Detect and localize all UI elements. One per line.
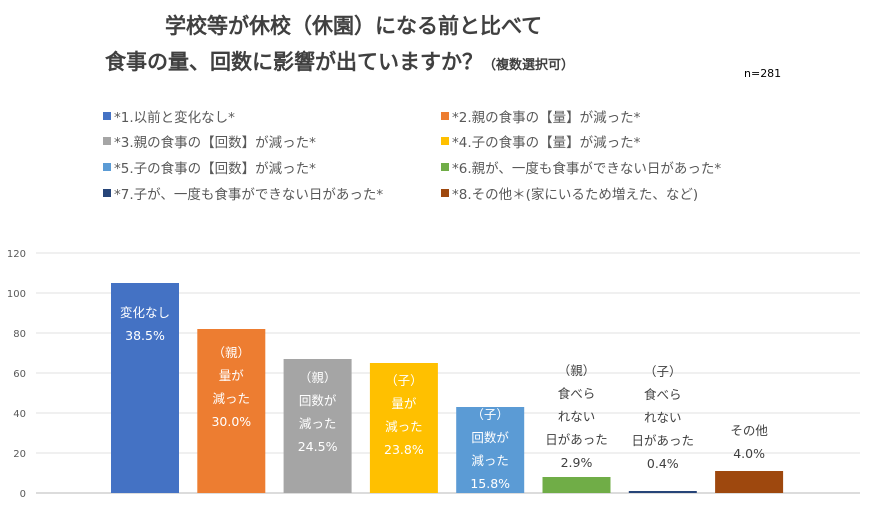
legend-label: *7.子が、一度も食事ができない日があった* — [114, 187, 384, 203]
title-note: （複数選択可） — [483, 58, 575, 73]
bar — [197, 329, 266, 493]
data-label-line: 30.0% — [211, 414, 252, 429]
legend-label: *2.親の食事の【量】が減った* — [452, 110, 641, 126]
legend-item: *4.子の食事の【量】が減った* — [441, 131, 640, 151]
data-label-line: 回数が — [471, 430, 509, 445]
legend-label: *5.子の食事の【回数】が減った* — [114, 161, 316, 177]
data-label: （子） 食べられない日があった 0.4% — [618, 360, 708, 475]
legend-label: *3.親の食事の【回数】が減った* — [114, 135, 316, 151]
legend-item: *1.以前と変化なし* — [103, 106, 235, 126]
title-question: 食事の量、回数に影響が出ていますか？ — [105, 50, 483, 74]
data-label: （親） 量が減った 30.0% — [186, 341, 276, 433]
legend-swatch — [441, 163, 449, 171]
legend-item: *3.親の食事の【回数】が減った* — [103, 131, 316, 151]
data-label: （親） 回数が減った 24.5% — [273, 366, 363, 458]
bar — [283, 359, 352, 493]
data-label-line: 量が — [218, 368, 244, 383]
data-label-line: 回数が — [298, 393, 337, 408]
legend-label: *1.以前と変化なし* — [114, 110, 235, 126]
legend-swatch — [103, 137, 111, 145]
data-label-line: （子） — [385, 373, 423, 388]
sample-size: n=281 — [744, 67, 782, 80]
legend-swatch — [441, 189, 449, 197]
legend-swatch — [103, 163, 111, 171]
data-label: （親） 食べられない日があった 2.9% — [532, 359, 622, 474]
data-label-line: 0.4% — [646, 456, 679, 471]
y-tick-label: 120 — [7, 249, 26, 260]
data-label-line: （親） — [557, 363, 596, 378]
data-label-line: 減った — [298, 416, 337, 431]
bar — [369, 363, 438, 493]
data-label-line: その他 — [730, 423, 768, 438]
bar — [456, 407, 525, 493]
data-label-line: （親） — [212, 345, 251, 360]
legend-swatch — [441, 137, 449, 145]
legend-item: *8.その他＊(家にいるため増えた、など) — [441, 183, 698, 203]
data-label-line: 38.5% — [125, 328, 165, 343]
data-label-line: 食べら — [557, 386, 596, 401]
data-label-line: 24.5% — [297, 439, 338, 454]
data-label-line: 減った — [212, 391, 251, 406]
data-label-line: 15.8% — [470, 476, 511, 491]
data-label-line: （子） — [471, 407, 509, 422]
data-label: その他 4.0% — [704, 419, 794, 465]
data-label-line: 減った — [385, 419, 423, 434]
data-label-line: 日があった — [631, 433, 695, 448]
data-label-line: 量が — [391, 396, 417, 411]
bar — [628, 491, 697, 493]
y-tick-label: 40 — [13, 409, 26, 420]
data-label: （子） 回数が減った 15.8% — [445, 403, 535, 495]
bar — [111, 283, 179, 493]
data-label-line: （子） — [644, 364, 682, 379]
legend-item: *2.親の食事の【量】が減った* — [441, 106, 640, 126]
legend-swatch — [103, 189, 111, 197]
data-label-line: 日があった — [545, 432, 608, 447]
data-label-line: れない — [557, 409, 596, 424]
chart-title-line1: 学校等が休校（休園）になる前と比べて — [165, 14, 543, 38]
y-tick-label: 0 — [20, 489, 26, 500]
y-tick-label: 60 — [13, 369, 26, 380]
legend-swatch — [103, 112, 111, 120]
bar — [715, 471, 784, 493]
legend-label: *6.親が、一度も食事ができない日があった* — [452, 161, 722, 177]
y-tick-label: 20 — [13, 449, 26, 460]
y-tick-label: 80 — [13, 329, 26, 340]
data-label-line: 2.9% — [560, 455, 593, 470]
legend-label: *4.子の食事の【量】が減った* — [452, 135, 641, 151]
y-tick-label: 100 — [7, 289, 26, 300]
data-label: （子） 量が減った 23.8% — [359, 369, 449, 461]
legend-item: *5.子の食事の【回数】が減った* — [103, 157, 316, 177]
legend-label: *8.その他＊(家にいるため増えた、など) — [452, 187, 699, 203]
legend-item: *6.親が、一度も食事ができない日があった* — [441, 157, 721, 177]
data-label-line: 減った — [471, 453, 509, 468]
data-label: 変化なし 38.5% — [100, 301, 190, 347]
data-label-line: 変化なし — [119, 305, 170, 320]
data-label-line: 4.0% — [733, 446, 765, 461]
chart-title-line2: 食事の量、回数に影響が出ていますか？（複数選択可） — [105, 46, 870, 76]
data-label-line: 23.8% — [384, 442, 424, 457]
bar — [542, 477, 611, 493]
legend-item: *7.子が、一度も食事ができない日があった* — [103, 183, 383, 203]
legend-swatch — [441, 112, 449, 120]
data-label-line: （親） — [298, 370, 337, 385]
data-label-line: 食べら — [644, 387, 682, 402]
data-label-line: れない — [644, 410, 682, 425]
